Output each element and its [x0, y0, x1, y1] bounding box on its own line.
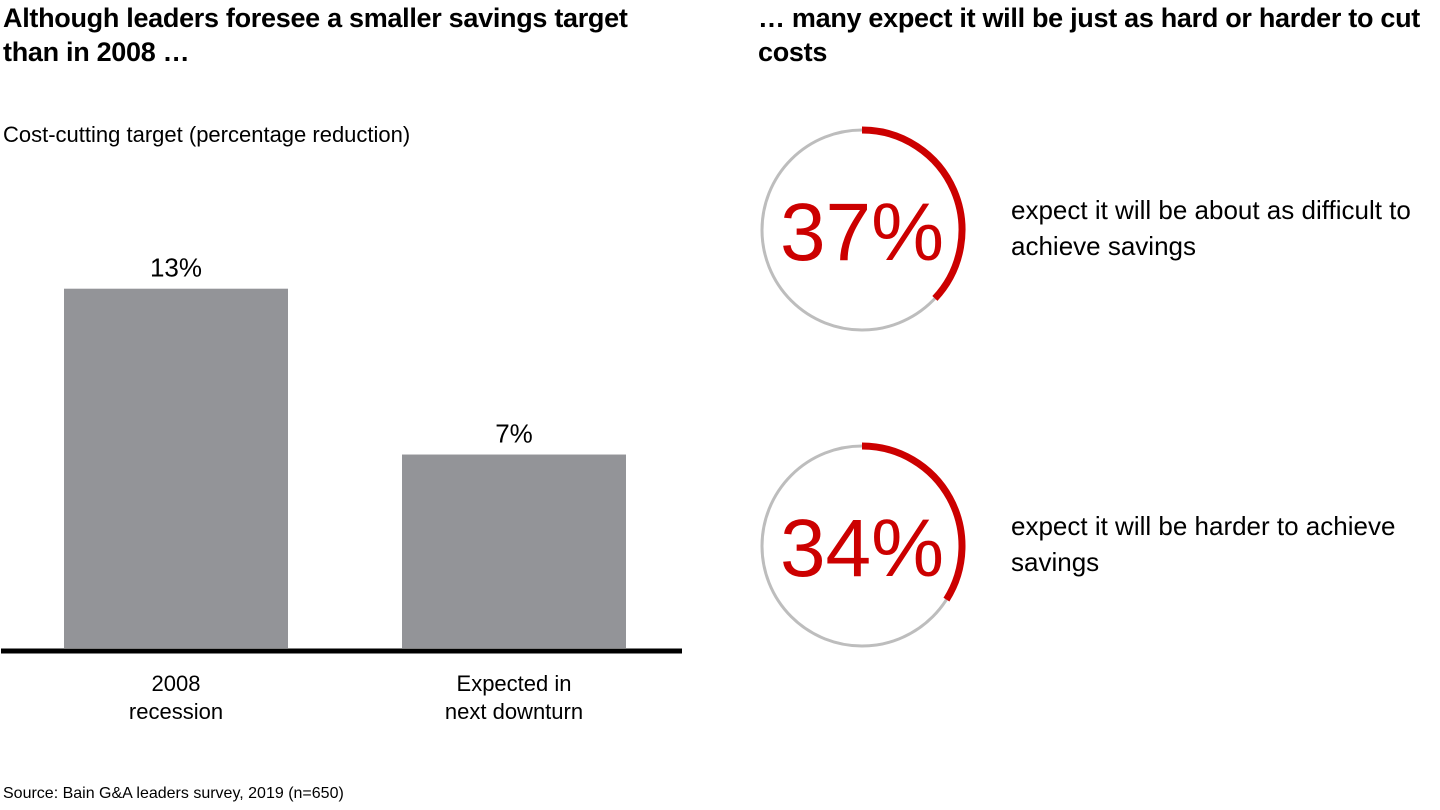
- ring-value-arc: [861, 442, 966, 602]
- ring-track: [760, 128, 964, 332]
- right-panel-title: … many expect it will be just as hard or…: [758, 3, 1420, 67]
- ring-value-arc: [861, 126, 966, 301]
- bar-chart: 13% 7%: [1, 253, 682, 654]
- chart-subtitle: Cost-cutting target (percentage reductio…: [3, 122, 411, 147]
- ring-description: expect it will be harder to achieve savi…: [1011, 511, 1396, 577]
- ring-track: [760, 444, 964, 648]
- bar-0: [64, 288, 288, 648]
- ring-percent-label: 37%: [780, 187, 944, 278]
- category-label: 2008 recession: [26, 670, 326, 726]
- ring-percent-label: 34%: [780, 503, 944, 594]
- category-label-line: Expected in: [456, 671, 572, 696]
- category-label: Expected in next downturn: [364, 670, 664, 726]
- source-note: Source: Bain G&A leaders survey, 2019 (n…: [3, 785, 344, 802]
- bar-value-label: 13%: [150, 253, 202, 283]
- category-label-line: next downturn: [444, 699, 584, 724]
- left-panel-title: Although leaders foresee a smaller savin…: [3, 3, 628, 67]
- ring-description: expect it will be about as difficult to …: [1011, 195, 1411, 261]
- bar-1: [402, 454, 626, 648]
- category-label-line: recession: [128, 699, 224, 724]
- bar-value-label: 7%: [495, 419, 533, 449]
- category-label-line: 2008: [151, 671, 201, 696]
